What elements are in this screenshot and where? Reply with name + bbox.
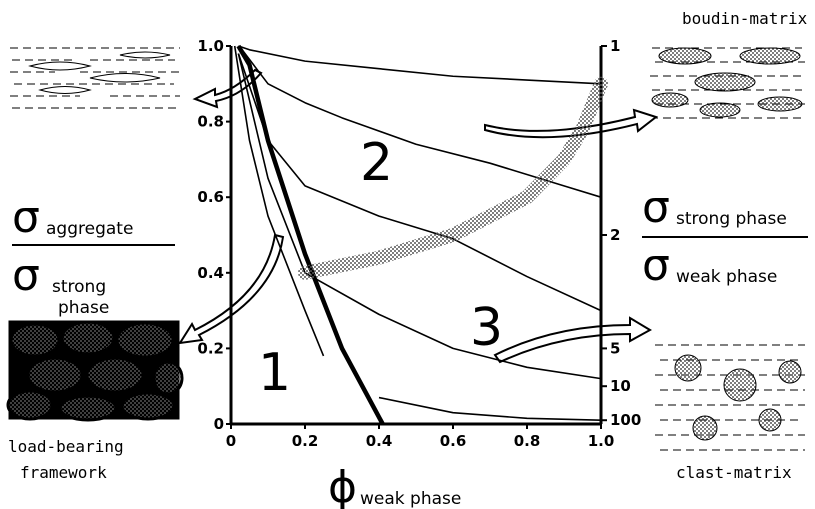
y-tick-label: 1.0 (197, 37, 224, 55)
y2-tick-label: 5 (610, 339, 620, 357)
subscript: phase (58, 298, 109, 318)
curve (238, 45, 602, 85)
curve (378, 396, 602, 422)
y2-tick-label: 100 (610, 411, 641, 429)
x-label: ϕ weak phase (328, 462, 461, 509)
inset-boudin-small (10, 47, 180, 109)
curve (233, 45, 325, 357)
y-tick-label: 0.8 (197, 113, 224, 131)
subscript: strong phase (676, 209, 787, 229)
arrows (178, 68, 659, 364)
symbol: σ (642, 240, 670, 291)
y-tick-label: 0.6 (197, 188, 224, 206)
symbol: σ (642, 182, 670, 233)
inset-clast (655, 344, 805, 451)
symbol: σ (12, 250, 40, 301)
subscript: weak phase (360, 489, 461, 509)
x-tick-label: 0.8 (514, 432, 541, 450)
inset-label: framework (20, 463, 107, 482)
y-tick-label: 0 (214, 415, 224, 433)
symbol: σ (12, 192, 40, 243)
y2-label: σ strong phase σ weak phase (642, 182, 808, 291)
y2-tick-label: 10 (610, 377, 631, 395)
subscript: weak phase (676, 267, 777, 287)
x-tick-label: 1.0 (588, 432, 615, 450)
y2-tick-label: 2 (610, 226, 620, 244)
curve (241, 49, 602, 198)
curve (236, 44, 385, 426)
subscript: aggregate (46, 219, 133, 239)
inset-framework (6, 320, 184, 422)
x-tick-label: 0.6 (440, 432, 467, 450)
x-tick-label: 0.4 (366, 432, 393, 450)
region-label: 1 (258, 343, 291, 403)
inset-label: load-bearing (8, 437, 124, 456)
inset-label: boudin-matrix (682, 9, 808, 28)
subscript: strong (52, 277, 106, 297)
region-label: 3 (470, 298, 503, 358)
x-tick-label: 0 (226, 432, 236, 450)
y-tick-label: 0.2 (197, 339, 224, 357)
inset-label: clast-matrix (676, 463, 792, 482)
y-label: σ aggregate σ strong phase (12, 192, 175, 318)
region-label: 2 (360, 133, 393, 193)
inset-boudin (650, 47, 805, 119)
y2-tick-label: 1 (610, 37, 620, 55)
curve (298, 76, 608, 280)
symbol: ϕ (328, 462, 357, 509)
curve (237, 53, 602, 380)
x-tick-label: 0.2 (292, 432, 319, 450)
y-tick-label: 0.4 (197, 264, 224, 282)
